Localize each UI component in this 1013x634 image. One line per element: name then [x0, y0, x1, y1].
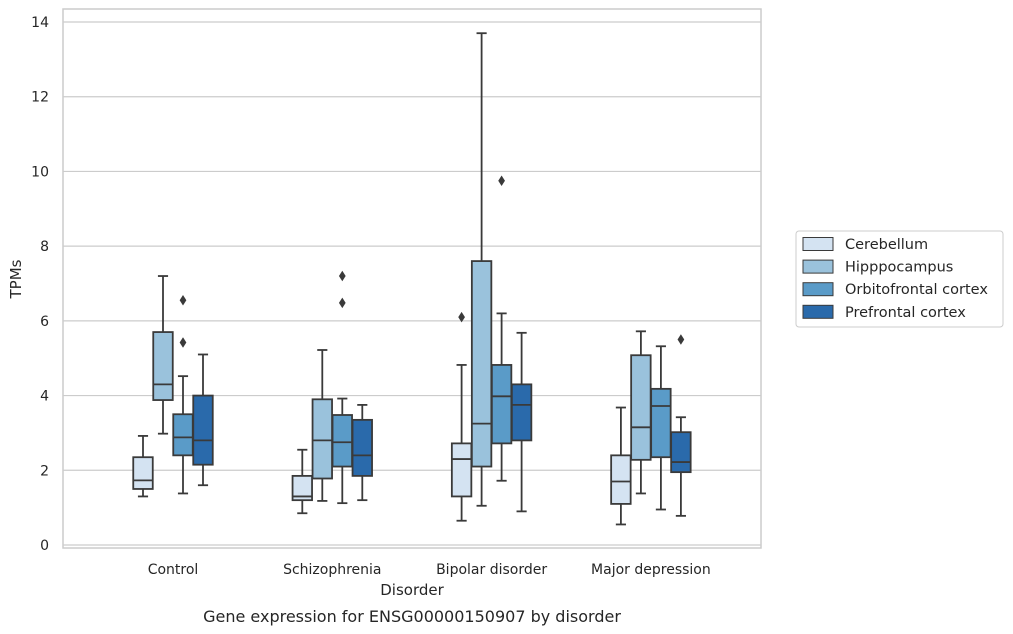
box-iqr [331, 414, 353, 468]
box-iqr [650, 387, 672, 459]
y-tick-label-8: 8 [40, 239, 49, 255]
legend-label-2: Hipppocampus [845, 260, 953, 276]
box-orbitofrontal-cortex-bipolar-disorder [490, 175, 513, 482]
outlier-point [677, 334, 685, 345]
legend-frame [795, 230, 1004, 328]
box-prefrontal-cortex-schizophrenia [351, 404, 373, 502]
box-iqr [450, 442, 473, 498]
box-prefrontal-cortex-major-depression [670, 334, 692, 517]
legend: Cerebellum Hipppocampus Orbitofrontal cort… [795, 230, 1004, 328]
legend-swatch-2 [802, 259, 834, 274]
box-iqr [291, 474, 313, 502]
box-cerebellum-control [132, 435, 154, 498]
y-tick-label-4: 4 [40, 389, 49, 405]
outlier-point [458, 311, 465, 323]
box-iqr [630, 354, 652, 461]
y-tick-label-10: 10 [31, 164, 49, 180]
box-orbitofrontal-cortex-schizophrenia [331, 270, 353, 505]
box-orbitofrontal-cortex-control [172, 295, 194, 495]
box-hipppocampus-bipolar-disorder [470, 32, 493, 507]
box-iqr [470, 260, 493, 468]
y-axis-label: TPMs [7, 259, 25, 299]
box-hipppocampus-schizophrenia [311, 349, 333, 502]
box-iqr [311, 398, 333, 480]
x-tick-label-4: Major depression [591, 562, 711, 578]
outlier-point [179, 337, 187, 348]
box-iqr [510, 383, 533, 442]
y-tick-labels: 0 2 4 6 8 10 12 14 [31, 15, 49, 554]
y-tick-label-14: 14 [31, 15, 49, 31]
outlier-point [498, 175, 505, 187]
legend-label-3: Orbitofrontal cortex [845, 282, 988, 298]
box-iqr [670, 431, 692, 474]
legend-label-1: Cerebellum [845, 237, 928, 253]
grid-lines [63, 21, 761, 546]
legend-swatch-1 [802, 237, 834, 251]
box-iqr [490, 364, 513, 445]
box-prefrontal-cortex-control [192, 353, 214, 487]
outlier-point [338, 297, 346, 309]
box-cerebellum-schizophrenia [291, 448, 313, 515]
box-cerebellum-bipolar-disorder [450, 311, 473, 522]
box-iqr [172, 413, 194, 457]
outlier-point [338, 270, 346, 282]
y-tick-label-2: 2 [40, 463, 49, 479]
x-tick-label-2: Schizophrenia [283, 562, 381, 578]
y-tick-label-0: 0 [40, 538, 49, 554]
box-iqr [192, 394, 214, 466]
outlier-point [179, 295, 187, 306]
boxes [132, 32, 692, 526]
box-iqr [351, 418, 373, 477]
legend-swatch-3 [802, 282, 834, 297]
box-iqr [610, 454, 632, 505]
y-tick-label-6: 6 [40, 314, 49, 330]
chart-caption: Gene expression for ENSG00000150907 by d… [203, 607, 621, 626]
plot-area-frame [62, 8, 762, 549]
legend-label-4: Prefrontal cortex [845, 305, 966, 321]
box-hipppocampus-control [152, 275, 174, 435]
x-axis-label: Disorder [380, 581, 444, 599]
x-tick-label-1: Control [148, 562, 199, 578]
box-orbitofrontal-cortex-major-depression [650, 345, 672, 511]
x-tick-labels: Control Schizophrenia Bipolar disorder Majo… [148, 562, 711, 578]
box-iqr [132, 456, 154, 490]
box-cerebellum-major-depression [610, 406, 632, 526]
x-tick-label-3: Bipolar disorder [436, 562, 547, 578]
box-prefrontal-cortex-bipolar-disorder [510, 331, 533, 513]
legend-swatch-4 [802, 304, 834, 319]
box-hipppocampus-major-depression [630, 330, 652, 495]
y-tick-label-12: 12 [31, 90, 49, 106]
box-iqr [152, 331, 174, 401]
